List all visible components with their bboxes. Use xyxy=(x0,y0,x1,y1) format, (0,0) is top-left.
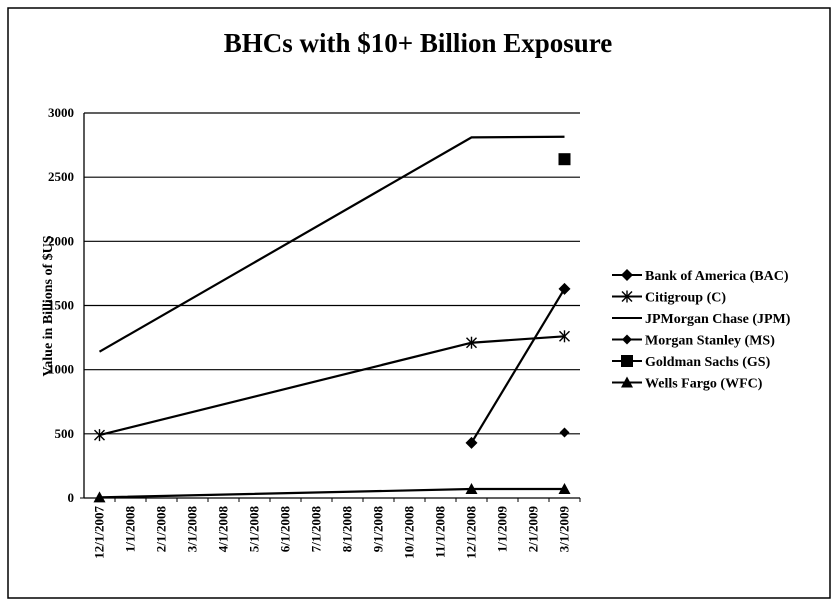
x-tick-label: 3/1/2009 xyxy=(557,506,572,553)
marker-square xyxy=(621,355,633,367)
marker-triangle xyxy=(621,376,633,388)
y-tick-label: 500 xyxy=(55,426,75,441)
legend: Bank of America (BAC) Citigroup (C) JPMorg… xyxy=(612,269,791,392)
x-tick-label: 4/1/2008 xyxy=(216,506,231,553)
chart-title: BHCs with $10+ Billion Exposure xyxy=(224,28,612,58)
x-tick-label: 12/1/2007 xyxy=(92,506,107,559)
marker-square xyxy=(558,153,571,166)
x-tick-label: 10/1/2008 xyxy=(402,506,417,559)
x-tick-label: 5/1/2008 xyxy=(247,506,262,553)
legend-entry: Wells Fargo (WFC) xyxy=(612,376,763,392)
legend-label: Wells Fargo (WFC) xyxy=(645,377,763,392)
series-5 xyxy=(93,483,571,503)
y-tick-label: 2500 xyxy=(48,169,74,184)
x-tick-labels: 12/1/2007 1/1/2008 2/1/2008 3/1/2008 4/1/200… xyxy=(92,506,572,559)
legend-entry: Bank of America (BAC) xyxy=(612,269,789,284)
x-tick-label: 7/1/2008 xyxy=(309,506,324,553)
legend-entry: Goldman Sachs (GS) xyxy=(612,355,771,370)
marker-asterisk xyxy=(466,336,477,349)
legend-entry: Citigroup (C) xyxy=(612,290,726,306)
x-tick-label: 8/1/2008 xyxy=(340,506,355,553)
gridlines xyxy=(84,112,580,435)
series-4 xyxy=(558,153,571,166)
x-tick-label: 9/1/2008 xyxy=(371,506,386,553)
marker-diamond xyxy=(559,427,570,438)
marker-asterisk xyxy=(94,429,105,442)
legend-entry: Morgan Stanley (MS) xyxy=(612,334,775,349)
marker-asterisk xyxy=(559,330,570,343)
marker-diamond xyxy=(621,269,633,281)
series-2 xyxy=(98,135,565,353)
axes xyxy=(80,113,581,502)
x-tick-label: 12/1/2008 xyxy=(464,506,479,559)
marker-asterisk xyxy=(621,290,633,303)
legend-label: Citigroup (C) xyxy=(645,291,726,306)
series-3 xyxy=(559,427,570,438)
y-tick-label: 1500 xyxy=(48,298,74,313)
chart-frame xyxy=(7,7,831,599)
legend-label: JPMorgan Chase (JPM) xyxy=(645,312,791,327)
marker-diamond xyxy=(622,334,632,345)
marker-diamond xyxy=(558,282,571,295)
marker-triangle xyxy=(465,483,478,495)
y-tick-label: 2000 xyxy=(48,233,74,248)
x-tick-label: 2/1/2009 xyxy=(526,506,541,553)
y-tick-label: 1000 xyxy=(48,362,74,377)
x-tick-label: 11/1/2008 xyxy=(433,506,448,559)
x-tick-label: 6/1/2008 xyxy=(278,506,293,553)
series-0 xyxy=(465,282,571,449)
marker-triangle xyxy=(558,483,571,495)
legend-label: Morgan Stanley (MS) xyxy=(645,334,775,349)
legend-entry: JPMorgan Chase (JPM) xyxy=(612,312,791,327)
x-tick-label: 1/1/2009 xyxy=(495,506,510,553)
y-tick-labels: 0 500 1000 1500 2000 2500 3000 xyxy=(48,105,74,505)
x-tick-label: 3/1/2008 xyxy=(185,506,200,553)
y-axis-label: Value in Billions of $US xyxy=(41,235,56,376)
series-line xyxy=(470,288,566,444)
series-line xyxy=(98,135,565,353)
marker-diamond xyxy=(465,436,478,449)
series-1 xyxy=(94,330,570,442)
x-tick-label: 1/1/2008 xyxy=(123,506,138,553)
series-layer xyxy=(93,135,571,503)
y-tick-label: 3000 xyxy=(48,105,74,120)
marker-triangle xyxy=(93,491,106,503)
x-tick-label: 2/1/2008 xyxy=(154,506,169,553)
y-tick-label: 0 xyxy=(68,490,75,505)
legend-label: Goldman Sachs (GS) xyxy=(645,355,771,370)
legend-label: Bank of America (BAC) xyxy=(645,269,789,284)
